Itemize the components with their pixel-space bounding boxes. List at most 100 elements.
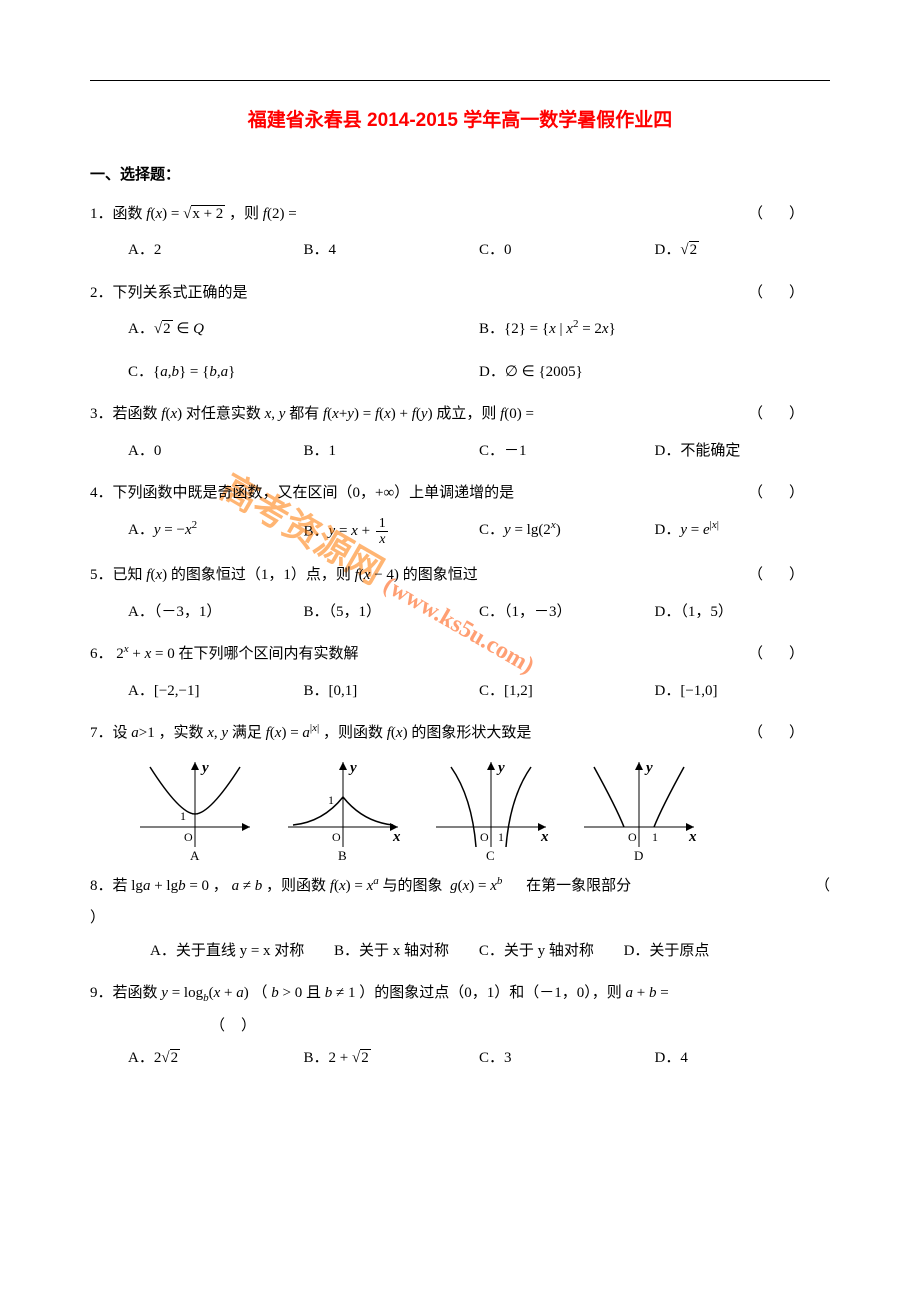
svg-text:y: y	[200, 760, 209, 776]
q4-stem: 4．下列函数中既是奇函数，又在区间（0，+∞）上单调递增的是	[90, 485, 514, 501]
q8-t4: 在第一象限部分	[526, 872, 631, 901]
q9-c: C．3	[479, 1040, 655, 1077]
q1-a: A．2	[128, 232, 304, 269]
q8: 8．若 lga + lgb = 0 ， a ≠ b ，则函数 f(x) = xa…	[90, 872, 830, 901]
q4-b: B．y = x + 1x	[304, 512, 480, 552]
q7-paren: （）	[748, 719, 830, 748]
q6-options: A．[−2,−1] B．[0,1] C．[1,2] D．[−1,0]	[128, 673, 830, 710]
q9-a-math: 22	[154, 1050, 180, 1066]
q8-m2: a ≠ b	[232, 878, 263, 894]
q4-c-pre: C．	[479, 522, 504, 538]
q2-options-2: C．{a,b} = {b,a} D．∅ ∈ {2005}	[128, 354, 830, 391]
q1-t3: =	[288, 206, 296, 222]
svg-text:1: 1	[652, 830, 658, 844]
q3-m3: f(x+y) = f(x) + f(y)	[323, 406, 433, 422]
svg-text:A: A	[190, 848, 200, 862]
q8-options: A．关于直线 y = x 对称 B．关于 x 轴对称 C．关于 y 轴对称 D．…	[150, 933, 830, 970]
svg-text:B: B	[338, 848, 347, 862]
q3-paren: （）	[748, 400, 830, 429]
q4-d: D．y = e|x|	[655, 512, 831, 552]
q7-t1: 7．设	[90, 725, 131, 741]
q4-options: A．y = −x2 B．y = x + 1x C．y = lg(2x) D．y …	[128, 512, 830, 552]
q9-b-pre: B．	[304, 1050, 329, 1066]
q3-m2: x, y	[265, 406, 286, 422]
q1-stem: 1．函数 f(x) = x + 2 ，则 f(2) =	[90, 206, 297, 222]
q8-stem: 8．若 lga + lgb = 0 ， a ≠ b ，则函数 f(x) = xa…	[90, 878, 631, 894]
svg-text:O: O	[480, 830, 489, 844]
q6-a: A．[−2,−1]	[128, 673, 304, 710]
q7-graph-c: y O 1 x C	[426, 752, 556, 862]
svg-text:y: y	[644, 760, 653, 776]
q8-a: A．关于直线 y = x 对称	[150, 933, 304, 970]
q9-stem: 9．若函数 y = logb(x + a) （ b > 0 且 b ≠ 1 ）的…	[90, 985, 669, 1001]
q7-stem: 7．设 a>1 ，实数 x, y 满足 f(x) = a|x| ，则函数 f(x…	[90, 725, 531, 741]
q5-d: D．（1，5）	[655, 594, 831, 631]
q7-graph-b: y 1 O x B	[278, 752, 408, 862]
q3-d: D．不能确定	[655, 433, 831, 470]
q1-t2: ，则	[229, 206, 263, 222]
svg-text:O: O	[332, 830, 341, 844]
q9-a: A．22	[128, 1040, 304, 1077]
q2-d: D．∅ ∈ {2005}	[479, 354, 830, 391]
q6-b-pre: B．	[304, 683, 329, 699]
q2-c-pre: C．	[128, 364, 153, 380]
svg-text:y: y	[496, 760, 505, 776]
q9-paren-line: （）	[90, 1012, 830, 1041]
q4-a-math: y = −x2	[154, 522, 197, 538]
q2-a-math: 2 ∈ Q	[154, 321, 204, 337]
q3-a: A．0	[128, 433, 304, 470]
q6-d: D．[−1,0]	[655, 673, 831, 710]
q5-m2: f(x − 4)	[355, 567, 399, 583]
q5-paren: （）	[748, 561, 830, 590]
q5-m1: f(x)	[146, 567, 167, 583]
q9-m2: b > 0	[271, 985, 302, 1001]
q9-t1: 9．若函数	[90, 985, 161, 1001]
q7-t4: ，则函数	[323, 725, 387, 741]
q3-t2: 对任意实数	[186, 406, 265, 422]
q6-c-math: [1,2]	[504, 683, 533, 699]
q6-d-pre: D．	[655, 683, 681, 699]
svg-text:1: 1	[328, 793, 334, 807]
svg-text:x: x	[688, 829, 697, 845]
q2-c: C．{a,b} = {b,a}	[128, 354, 479, 391]
q7-t3: 满足	[232, 725, 266, 741]
q1-b: B．4	[304, 232, 480, 269]
q9-t4: ）的图象过点（0，1）和（－1，0），则	[359, 985, 625, 1001]
q2-a: A．2 ∈ Q	[128, 311, 479, 348]
q2-b-math: {2} = {x | x2 = 2x}	[504, 321, 616, 337]
q4-c: C．y = lg(2x)	[479, 512, 655, 552]
q9-options: A．22 B．2 + 2 C．3 D．4	[128, 1040, 830, 1077]
q7-graph-d: y O 1 x D	[574, 752, 704, 862]
q6-b-math: [0,1]	[329, 683, 358, 699]
q3-b: B．1	[304, 433, 480, 470]
q6-a-pre: A．	[128, 683, 154, 699]
q3-m1: f(x)	[161, 406, 182, 422]
svg-text:D: D	[634, 848, 643, 862]
q6-d-math: [−1,0]	[680, 683, 717, 699]
q8-t1: 8．若	[90, 878, 131, 894]
q7-t2: ，实数	[158, 725, 207, 741]
q7-graph-a: y 1 O A	[130, 752, 260, 862]
q9-t3: 且	[306, 985, 325, 1001]
q6-b: B．[0,1]	[304, 673, 480, 710]
q5-t2: 的图象恒过（1，1）点，则	[171, 567, 355, 583]
q4-d-pre: D．	[655, 522, 681, 538]
q2-b: B．{2} = {x | x2 = 2x}	[479, 311, 830, 348]
q4-b-math: y = x + 1x	[329, 523, 391, 539]
q9-b-math: 2 + 2	[329, 1050, 371, 1066]
q7-m1: a>1	[131, 725, 154, 741]
q3-t5: =	[526, 406, 534, 422]
q3-stem: 3．若函数 f(x) 对任意实数 x, y 都有 f(x+y) = f(x) +…	[90, 406, 534, 422]
q1-c: C．0	[479, 232, 655, 269]
q2-a-pre: A．	[128, 321, 154, 337]
q6-stem: 6． 2x + x = 0 在下列哪个区间内有实数解	[90, 646, 359, 662]
q8-d: D．关于原点	[624, 933, 710, 970]
q7-graphs: y 1 O A y 1 O x B y O 1 x C y O 1 x D	[130, 752, 830, 862]
q8-t2: ，	[213, 878, 228, 894]
q8-c: C．关于 y 轴对称	[479, 933, 594, 970]
q8-m3: f(x) = xa	[330, 878, 379, 894]
q4-a-pre: A．	[128, 522, 154, 538]
q9-m3: b ≠ 1	[325, 985, 356, 1001]
svg-text:y: y	[348, 760, 357, 776]
q2-d-math: ∅ ∈ {2005}	[505, 364, 583, 380]
